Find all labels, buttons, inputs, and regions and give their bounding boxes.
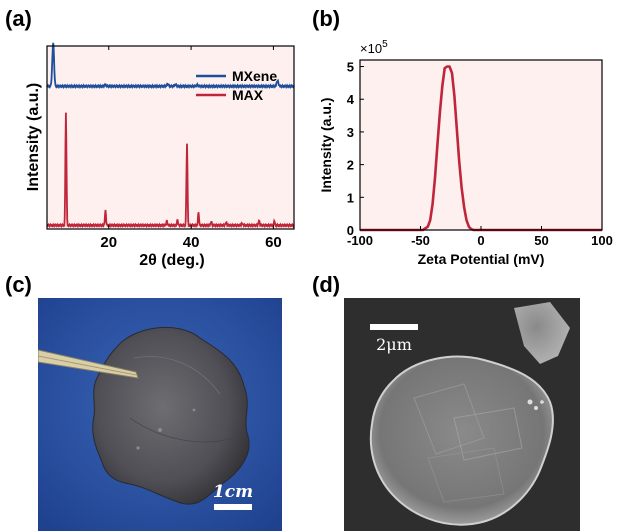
zeta-y-multiplier: ×105 — [360, 39, 388, 56]
sem-small-flake — [514, 302, 570, 364]
zeta-x-tick-label: -50 — [411, 233, 430, 248]
xrd-x-tick-label: 40 — [183, 234, 200, 251]
panel-label-c: (c) — [5, 272, 32, 297]
scale-bar-c — [214, 504, 252, 510]
sem-large-flake — [369, 355, 554, 526]
zeta-x-axis-label: Zeta Potential (mV) — [418, 251, 545, 267]
zeta-y-tick-label: 2 — [347, 158, 354, 173]
zeta-chart-background — [360, 60, 602, 230]
zeta-y-tick-label: 3 — [347, 125, 354, 140]
mxene-film-photo: 1cm — [38, 298, 282, 531]
xrd-y-axis-label: Intensity (a.u.) — [25, 83, 42, 191]
xrd-x-axis-label: 2θ (deg.) — [139, 252, 205, 269]
xrd-series-max — [46, 112, 295, 229]
xrd-plot-frame — [46, 45, 295, 230]
zeta-x-tick-label: -100 — [347, 233, 373, 248]
sem-illustration: 2μm — [344, 298, 580, 531]
scale-bar-d — [370, 324, 418, 330]
zeta-y-tick-label: 1 — [347, 190, 354, 205]
sem-image: 2μm — [344, 298, 580, 531]
xrd-x-tick-label: 60 — [265, 234, 282, 251]
panel-label-b: (b) — [312, 6, 341, 31]
zeta-chart: -100 -50 0 50 100 0 1 2 3 4 5 ×105 Intensity (a.u… — [318, 39, 613, 267]
legend-mxene-label: MXene — [232, 68, 277, 84]
xrd-legend: MXene MAX — [196, 68, 277, 103]
zeta-series-line — [360, 65, 602, 232]
zeta-y-tick-label: 4 — [347, 92, 355, 107]
scale-bar-c-label: 1cm — [213, 482, 253, 502]
panel-label-d: (d) — [312, 272, 341, 297]
scale-bar-d-label: 2μm — [376, 335, 412, 354]
zeta-y-axis-label: Intensity (a.u.) — [318, 98, 334, 193]
xrd-chart: 20 40 60 Intensity (a.u.) 2θ (deg.) MXene … — [25, 42, 295, 269]
xrd-series-mxene — [46, 42, 295, 90]
xrd-x-tick-label: 20 — [100, 234, 117, 251]
zeta-x-tick-label: 50 — [534, 233, 548, 248]
zeta-y-tick-label: 5 — [347, 60, 354, 75]
mxene-film-illustration: 1cm — [38, 298, 282, 531]
legend-max-label: MAX — [232, 87, 264, 103]
zeta-x-tick-label: 100 — [591, 233, 613, 248]
zeta-x-tick-label: 0 — [477, 233, 484, 248]
zeta-y-tick-label: 0 — [347, 223, 354, 238]
panel-label-a: (a) — [5, 6, 32, 31]
xrd-chart-background — [47, 46, 294, 229]
